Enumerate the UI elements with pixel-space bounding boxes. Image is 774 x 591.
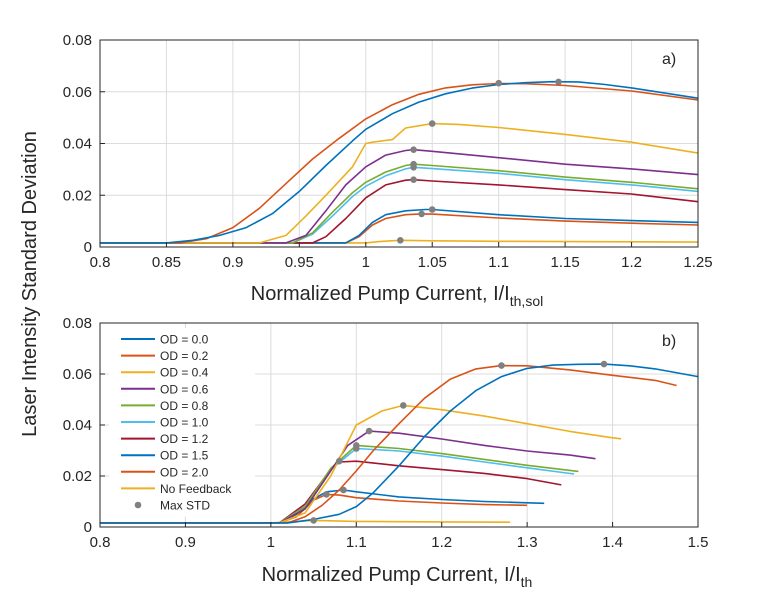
panel-a-max-std-point bbox=[410, 164, 417, 171]
panel-b-max-std-point bbox=[353, 445, 360, 452]
panel-a-x-tick-label: 1.1 bbox=[488, 254, 509, 271]
panel-a-x-tick-label: 0.85 bbox=[152, 254, 181, 271]
panel-a-y-tick-label: 0.08 bbox=[63, 32, 92, 49]
legend-label-od-1-0: OD = 1.0 bbox=[160, 416, 209, 430]
panel-a-series-od-0-8 bbox=[100, 163, 699, 244]
legend-label-od-0-0: OD = 0.0 bbox=[160, 333, 209, 347]
panel-a-series-od-1-5 bbox=[100, 208, 699, 244]
panel-a-series-od-2-0 bbox=[100, 213, 699, 244]
legend-swatch-max-std bbox=[134, 501, 142, 509]
panel-a-series-od-0-4 bbox=[100, 122, 699, 244]
panel-a-max-std-point bbox=[495, 79, 503, 87]
panel-b-max-std-point bbox=[400, 402, 407, 409]
legend-label-od-0-6: OD = 0.6 bbox=[160, 382, 209, 396]
panel-b: 0.8 0.9 1 1.1 1.2 1.3 1.4 1.5 0 0.02 0.04 0.06 0.08… bbox=[63, 315, 709, 590]
y-axis-title: Laser Intensity Standard Deviation bbox=[19, 131, 41, 437]
panel-b-series-od-0-6 bbox=[100, 430, 596, 524]
panel-b-max-std-point bbox=[498, 362, 505, 369]
panel-b-label: b) bbox=[662, 333, 676, 350]
panel-b-x-axis-title-main: Normalized Pump Current, I/I bbox=[262, 564, 521, 586]
panel-a-x-axis-title-main: Normalized Pump Current, I/I bbox=[251, 283, 510, 305]
panel-a-max-std-point bbox=[418, 210, 425, 218]
panel-b-series-od-0-0 bbox=[100, 363, 699, 524]
legend-label-od-0-2: OD = 0.2 bbox=[160, 349, 209, 363]
panel-a-series-od-0-2 bbox=[100, 82, 699, 244]
panel-a-y-tick-label: 0.06 bbox=[63, 84, 92, 101]
panel-b-x-axis-title-sub: th bbox=[521, 574, 533, 590]
panel-b-x-tick-label: 1.2 bbox=[431, 534, 452, 551]
panel-a: 0.8 0.85 0.9 0.95 1 1.05 1.1 1.15 1.2 1.25 00.020… bbox=[63, 32, 713, 309]
legend-label-no-feedback: No Feedback bbox=[160, 482, 232, 496]
panel-b-max-std-markers bbox=[310, 360, 608, 524]
panel-a-series-no-feedback bbox=[100, 239, 699, 244]
panel-b-y-tick-label: 0.04 bbox=[63, 417, 92, 434]
panel-b-y-ticks: 0 0.02 0.04 0.06 0.08 bbox=[63, 315, 105, 536]
panel-b-y-tick-label: 0.06 bbox=[63, 366, 92, 383]
panel-a-series bbox=[100, 80, 699, 244]
panel-a-x-tick-label: 0.9 bbox=[222, 254, 243, 271]
legend-label-od-0-8: OD = 0.8 bbox=[160, 399, 209, 413]
panel-b-x-tick-label: 0.9 bbox=[175, 534, 196, 551]
panel-a-max-std-markers bbox=[397, 78, 562, 244]
panel-a-x-tick-label: 1.25 bbox=[683, 254, 712, 271]
panel-b-max-std-point bbox=[600, 360, 608, 368]
panel-a-x-ticks: 0.8 0.85 0.9 0.95 1 1.05 1.1 1.15 1.2 1.25 bbox=[90, 242, 713, 271]
panel-a-max-std-point bbox=[428, 206, 436, 213]
panel-a-max-std-point bbox=[555, 78, 562, 86]
panel-b-x-tick-label: 1.4 bbox=[602, 534, 623, 551]
legend-label-od-1-2: OD = 1.2 bbox=[160, 432, 209, 446]
panel-b-y-tick-label: 0 bbox=[84, 519, 92, 536]
panel-a-y-tick-label: 0.04 bbox=[63, 136, 92, 153]
panel-a-x-axis-title-sub: th,sol bbox=[510, 293, 543, 309]
panel-b-max-std-point bbox=[323, 491, 330, 498]
panel-a-x-axis-title: Normalized Pump Current, I/Ith,sol bbox=[251, 283, 543, 309]
panel-b-max-std-point bbox=[335, 457, 343, 465]
panel-a-x-tick-label: 1 bbox=[362, 254, 370, 271]
panel-a-y-ticks: 0 0.02 0.04 0.06 0.08 bbox=[63, 32, 105, 256]
panel-a-max-std-point bbox=[428, 120, 436, 127]
panel-b-x-axis-title: Normalized Pump Current, I/Ith bbox=[262, 564, 533, 590]
panel-a-series-od-1-2 bbox=[100, 178, 699, 244]
panel-a-x-tick-label: 0.8 bbox=[90, 254, 111, 271]
panel-b-x-tick-label: 1.5 bbox=[688, 534, 709, 551]
panel-a-max-std-point bbox=[397, 237, 404, 244]
panel-a-series-od-1-0 bbox=[100, 166, 699, 244]
panel-a-max-std-point bbox=[410, 176, 417, 183]
panel-a-series-od-0-6 bbox=[100, 148, 699, 244]
legend-label-od-2-0: OD = 2.0 bbox=[160, 465, 209, 479]
panel-b-y-tick-label: 0.02 bbox=[63, 468, 92, 485]
panel-b-max-std-point bbox=[340, 486, 347, 494]
panel-a-max-std-point bbox=[410, 146, 417, 153]
legend-label-od-0-4: OD = 0.4 bbox=[160, 366, 209, 380]
panel-a-x-tick-label: 1.05 bbox=[418, 254, 447, 271]
panel-b-series-od-1-2 bbox=[100, 460, 562, 524]
panel-b-x-tick-label: 1.3 bbox=[517, 534, 538, 551]
panel-a-y-tick-label: 0.02 bbox=[63, 187, 92, 204]
panel-b-max-std-point bbox=[310, 517, 317, 524]
panel-b-x-tick-label: 1 bbox=[267, 534, 275, 551]
panel-a-x-tick-label: 1.2 bbox=[621, 254, 642, 271]
panel-a-series-od-0-0 bbox=[100, 80, 699, 244]
panel-b-x-tick-label: 0.8 bbox=[90, 534, 111, 551]
panel-a-label: a) bbox=[662, 51, 676, 68]
panel-b-series bbox=[100, 363, 699, 524]
panel-a-x-tick-label: 1.15 bbox=[551, 254, 580, 271]
panel-b-max-std-point bbox=[365, 427, 373, 435]
legend-label-od-1-5: OD = 1.5 bbox=[160, 449, 209, 463]
panel-a-x-tick-label: 0.95 bbox=[285, 254, 314, 271]
panel-b-series-od-0-2 bbox=[100, 364, 677, 524]
legend-label-max-std: Max STD bbox=[160, 499, 210, 513]
legend: OD = 0.0 OD = 0.2 OD = 0.4 OD = 0.6 OD = 0.8… bbox=[109, 328, 255, 517]
panel-b-y-tick-label: 0.08 bbox=[63, 315, 92, 332]
panel-b-x-ticks: 0.8 0.9 1 1.1 1.2 1.3 1.4 1.5 bbox=[90, 522, 709, 551]
panel-b-x-tick-label: 1.1 bbox=[346, 534, 367, 551]
panel-a-y-tick-label: 0 bbox=[84, 239, 92, 256]
